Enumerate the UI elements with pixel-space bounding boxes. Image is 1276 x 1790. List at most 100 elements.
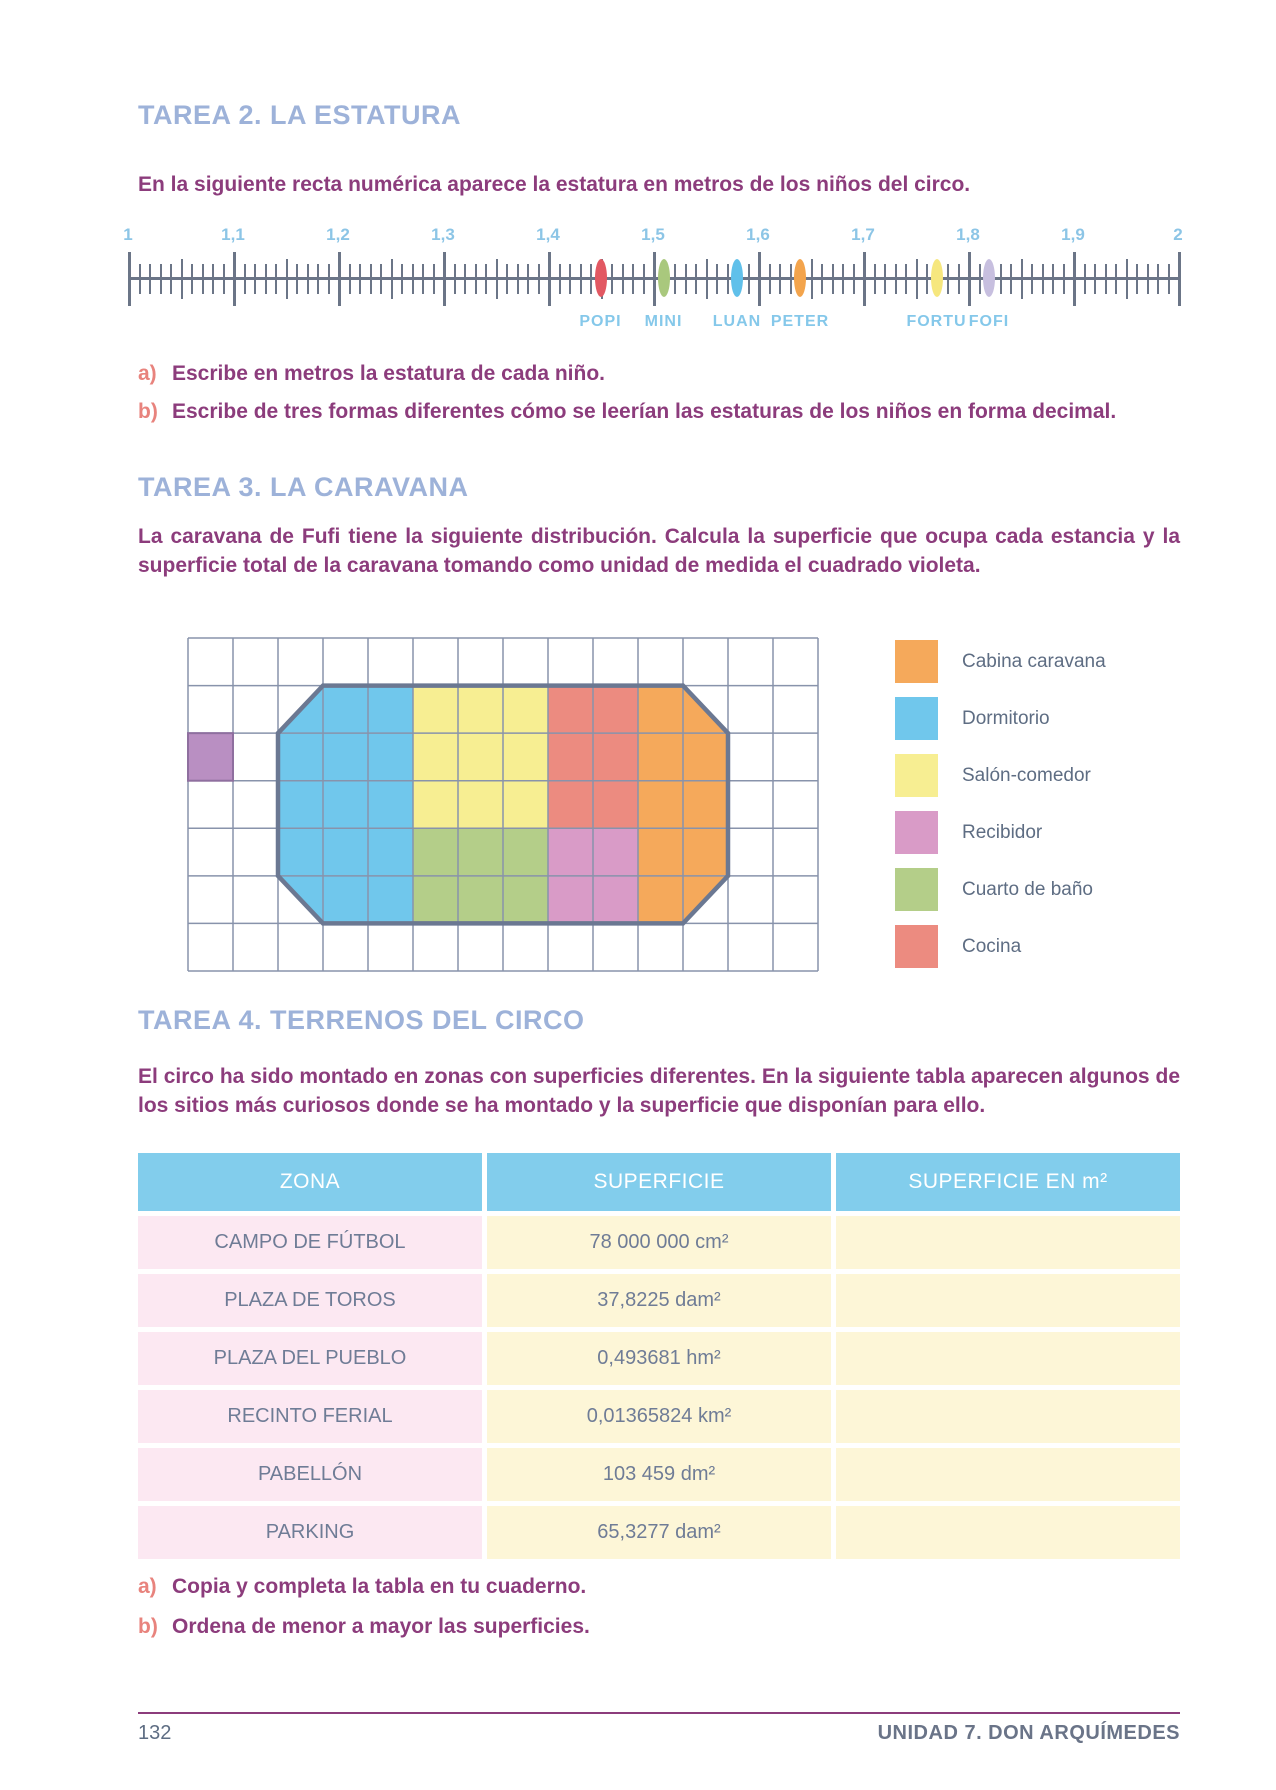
tick	[1020, 258, 1023, 299]
tick	[1104, 263, 1107, 294]
tarea4-item-a: a) Copia y completa la tabla en tu cuade…	[138, 1575, 1180, 1599]
tick	[632, 263, 634, 294]
page-number: 132	[138, 1722, 172, 1744]
table-header: SUPERFICIE	[487, 1153, 831, 1211]
tick	[810, 258, 813, 299]
tick	[884, 263, 886, 294]
tick	[317, 263, 319, 294]
tick	[579, 263, 582, 294]
item-marker: b)	[138, 400, 158, 423]
tick	[590, 263, 592, 294]
tick	[642, 263, 645, 294]
tick	[1083, 263, 1086, 294]
table-cell-zona: PARKING	[138, 1506, 482, 1559]
table-cell-superficie: 78 000 000 cm²	[487, 1216, 831, 1269]
tick	[159, 263, 162, 294]
legend-label: Cocina	[962, 935, 1022, 957]
tick-label: 1,4	[536, 225, 560, 244]
tick	[527, 263, 529, 294]
tick-label: 2	[1173, 225, 1183, 244]
table-cell-m2	[836, 1506, 1180, 1559]
tarea2-intro: En la siguiente recta numérica aparece l…	[138, 173, 971, 196]
table-cell-m2	[836, 1216, 1180, 1269]
tarea3-title: TAREA 3. LA CARAVANA	[138, 472, 469, 502]
legend-item: Cabina caravana	[895, 640, 1106, 683]
item-text: Escribe de tres formas diferentes cómo s…	[172, 400, 1117, 423]
tarea4-title: TAREA 4. TERRENOS DEL CIRCO	[138, 1005, 585, 1035]
tick	[296, 263, 298, 294]
item-marker: a)	[138, 1575, 157, 1598]
tick	[1146, 263, 1149, 294]
legend-swatch	[895, 640, 938, 683]
tick	[968, 251, 971, 306]
legend-swatch	[895, 697, 938, 740]
tick	[275, 263, 277, 294]
tick	[516, 263, 519, 294]
tick	[264, 263, 267, 294]
legend-item: Cuarto de baño	[895, 868, 1106, 911]
legend-item: Salón-comedor	[895, 754, 1106, 797]
legend-label: Recibidor	[962, 821, 1043, 843]
tick	[548, 251, 551, 306]
child-name: FORTU	[906, 313, 967, 330]
item-text: Copia y completa la tabla en tu cuaderno…	[172, 1575, 587, 1598]
tick	[1094, 263, 1096, 294]
legend-label: Salón-comedor	[962, 764, 1091, 786]
table-cell-superficie: 0,493681 hm²	[487, 1332, 831, 1385]
legend-label: Dormitorio	[962, 707, 1050, 729]
height-marker-fortu	[930, 259, 943, 297]
surfaces-table: ZONA SUPERFICIE SUPERFICIE EN m² CAMPO DE F…	[138, 1153, 1180, 1559]
item-marker: b)	[138, 1615, 158, 1638]
tick	[957, 263, 960, 294]
legend-item: Recibidor	[895, 811, 1106, 854]
tick	[873, 263, 876, 294]
tick	[1073, 251, 1076, 306]
tick	[485, 263, 487, 294]
height-marker-mini	[657, 259, 670, 297]
tick	[401, 263, 403, 294]
tick	[432, 263, 435, 294]
legend-swatch	[895, 925, 938, 968]
tick	[569, 263, 571, 294]
tick	[1031, 263, 1033, 294]
tick	[348, 263, 351, 294]
legend-item: Cocina	[895, 925, 1106, 968]
footer-rule	[138, 1712, 1180, 1714]
tick	[705, 258, 708, 299]
tick	[758, 251, 761, 306]
table-cell-zona: CAMPO DE FÚTBOL	[138, 1216, 482, 1269]
tick	[338, 251, 341, 306]
tick	[1167, 263, 1170, 294]
tick	[495, 258, 498, 299]
tick	[411, 263, 414, 294]
tick	[191, 263, 193, 294]
tick	[894, 263, 897, 294]
tick	[1157, 263, 1159, 294]
tick	[380, 263, 382, 294]
tick	[926, 263, 928, 294]
tick	[138, 263, 141, 294]
legend-swatch	[895, 868, 938, 911]
tick	[233, 251, 236, 306]
tick	[201, 263, 204, 294]
tick	[915, 258, 918, 299]
child-name: FOFI	[968, 313, 1010, 330]
tick	[1062, 263, 1065, 294]
table-cell-zona: PLAZA DE TOROS	[138, 1274, 482, 1327]
tick	[695, 263, 697, 294]
table-cell-superficie: 37,8225 dam²	[487, 1274, 831, 1327]
legend-label: Cuarto de baño	[962, 878, 1093, 900]
tick	[747, 263, 750, 294]
tick	[842, 263, 844, 294]
tick	[443, 251, 446, 306]
table-cell-zona: PLAZA DEL PUEBLO	[138, 1332, 482, 1385]
legend-swatch	[895, 811, 938, 854]
tick-label: 1,5	[641, 225, 665, 244]
tarea2-item-a: a) Escribe en metros la estatura de cada…	[138, 362, 1180, 386]
tick	[789, 263, 792, 294]
tick	[674, 263, 676, 294]
tick	[369, 263, 372, 294]
tick	[947, 263, 949, 294]
tick	[831, 263, 834, 294]
